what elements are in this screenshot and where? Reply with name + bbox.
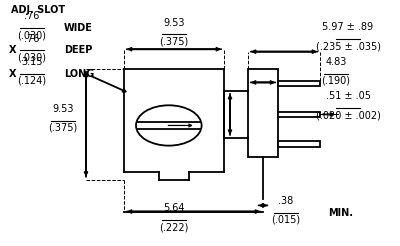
Text: .51 ± .05: .51 ± .05 — [326, 91, 370, 101]
Text: .76: .76 — [24, 33, 40, 44]
Bar — [248, 69, 278, 157]
Text: WIDE: WIDE — [64, 23, 93, 33]
Text: (.375): (.375) — [48, 123, 78, 133]
Bar — [278, 81, 320, 86]
Text: 4.83: 4.83 — [325, 57, 347, 67]
Text: (.222): (.222) — [159, 222, 189, 232]
Text: MIN.: MIN. — [328, 208, 353, 218]
Text: 3.15: 3.15 — [21, 57, 43, 67]
Text: LONG: LONG — [64, 69, 94, 79]
Text: (.235 ± .035): (.235 ± .035) — [316, 41, 380, 51]
Text: .38: .38 — [278, 196, 294, 206]
Text: (.124): (.124) — [18, 76, 46, 86]
Text: (.020 ± .002): (.020 ± .002) — [316, 110, 380, 120]
Bar — [278, 141, 320, 147]
Text: (.190): (.190) — [322, 76, 350, 86]
Text: X: X — [9, 46, 16, 55]
Text: 5.64: 5.64 — [163, 203, 185, 213]
Text: (.375): (.375) — [159, 36, 189, 46]
Text: DEEP: DEEP — [64, 46, 92, 55]
Text: ADJ. SLOT: ADJ. SLOT — [11, 5, 65, 15]
Text: X: X — [9, 69, 16, 79]
Text: 9.53: 9.53 — [163, 17, 185, 28]
Text: 5.97 ± .89: 5.97 ± .89 — [322, 22, 374, 32]
Text: (.030): (.030) — [18, 30, 46, 40]
Text: .76: .76 — [24, 11, 40, 21]
Text: (.015): (.015) — [272, 215, 300, 225]
Bar — [278, 112, 320, 117]
Text: (.030): (.030) — [18, 52, 46, 62]
Text: 9.53: 9.53 — [52, 104, 74, 114]
